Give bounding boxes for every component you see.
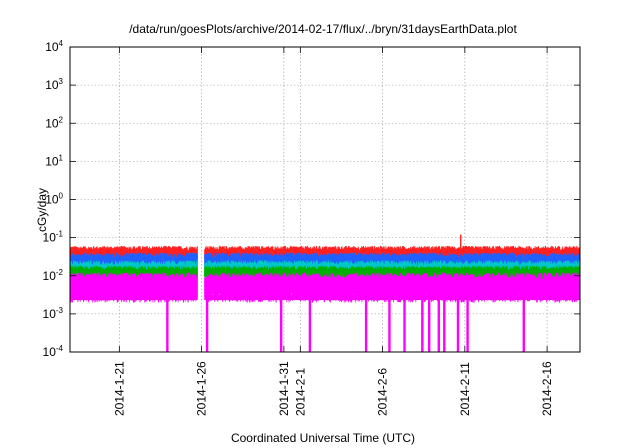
y-tick-label-exponent: 4: [59, 39, 64, 48]
dropout: [205, 290, 209, 352]
dropout: [364, 290, 368, 352]
y-tick-label-exponent: 0: [59, 192, 64, 201]
x-tick-label: 2014-2-11: [458, 362, 472, 416]
dropout: [437, 290, 440, 352]
y-tick-label-base: 10: [45, 154, 59, 168]
y-tick-label-exponent: -4: [56, 344, 64, 353]
series-baseline-right: [204, 294, 580, 301]
y-tick-label-base: 10: [43, 345, 57, 359]
chart-title: /data/run/goesPlots/archive/2014-02-17/f…: [129, 22, 517, 36]
y-tick-label: 101: [45, 153, 63, 168]
y-tick-label: 100: [45, 192, 63, 207]
y-tick-label-base: 10: [43, 269, 57, 283]
series-baseline-left: [70, 294, 198, 301]
y-tick-label-exponent: -1: [56, 230, 64, 239]
dropout: [308, 290, 312, 352]
x-tick-label: 2014-1-26: [195, 361, 209, 416]
y-tick-label-exponent: 1: [59, 153, 64, 162]
y-tick-label-base: 10: [45, 40, 59, 54]
dropout: [522, 290, 525, 352]
y-tick-label-base: 10: [43, 307, 57, 321]
dropout: [466, 290, 469, 352]
x-tick-label: 2014-2-1: [293, 368, 307, 416]
y-tick-label-base: 10: [43, 231, 57, 245]
y-tick-label-exponent: 3: [59, 77, 64, 86]
y-tick-label-exponent: 2: [59, 115, 64, 124]
dropout: [388, 290, 391, 352]
y-tick-label: 10-3: [43, 306, 64, 321]
dropout: [443, 290, 446, 352]
y-tick-label: 10-4: [43, 344, 64, 359]
series-group: [69, 234, 581, 352]
dropout: [421, 290, 424, 352]
x-tick-label: 2014-2-6: [376, 368, 390, 416]
x-axis-title: Coordinated Universal Time (UTC): [231, 431, 415, 445]
y-tick-label-exponent: -2: [56, 268, 64, 277]
x-tick-label: 2014-1-31: [277, 361, 291, 416]
dropout: [403, 290, 406, 352]
y-tick-label-base: 10: [45, 78, 59, 92]
dropout: [166, 290, 169, 352]
x-tick-label: 2014-2-16: [540, 361, 554, 416]
y-tick-label-exponent: -3: [56, 306, 64, 315]
y-tick-label: 10-2: [43, 268, 64, 283]
y-axis-title: cGy/day: [35, 188, 49, 232]
dropout: [456, 290, 460, 352]
y-tick-label: 10-1: [43, 230, 64, 245]
x-tick-label: 2014-1-21: [112, 361, 126, 416]
y-tick-label-base: 10: [45, 193, 59, 207]
y-tick-label: 104: [45, 39, 63, 54]
y-tick-label: 103: [45, 77, 63, 92]
dropout: [279, 290, 283, 352]
y-tick-label: 102: [45, 115, 63, 130]
x-axis: 2014-1-21 2014-1-26 2014-1-31 2014-2-1 2014-…: [112, 47, 554, 416]
dropout: [427, 290, 431, 352]
y-tick-label-base: 10: [45, 116, 59, 130]
